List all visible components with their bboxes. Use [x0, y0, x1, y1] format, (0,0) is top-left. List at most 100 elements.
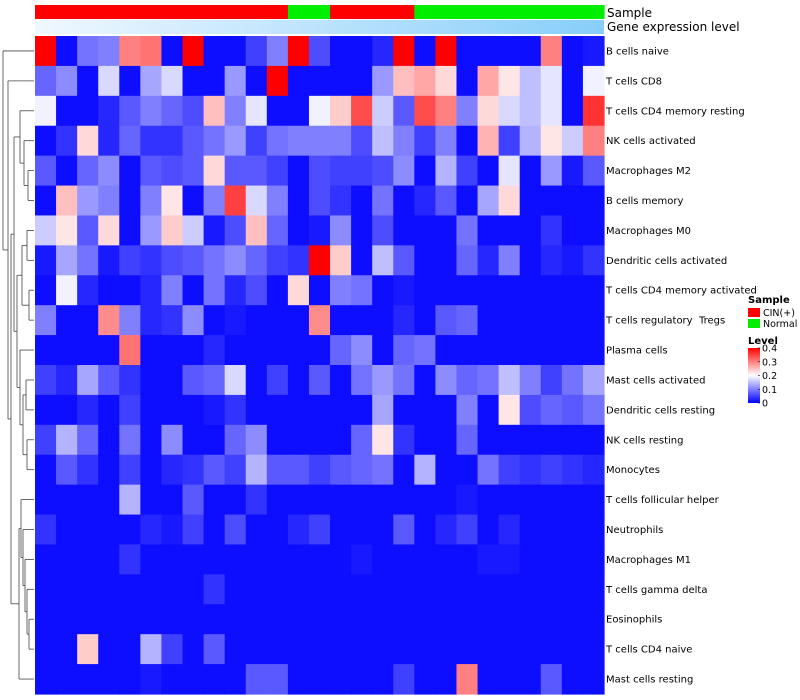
heatmap-cell: [161, 394, 184, 426]
heatmap-cell: [35, 155, 57, 187]
heatmap-cell: [203, 305, 226, 336]
heatmap-cell: [35, 305, 57, 336]
heatmap-cell: [203, 664, 226, 695]
heatmap-cell: [161, 155, 184, 187]
row-label: Plasma cells: [606, 346, 668, 357]
heatmap-cell: [519, 275, 542, 306]
heatmap-cell: [161, 215, 184, 246]
heatmap-cell: [456, 394, 479, 426]
heatmap-cell: [414, 604, 436, 635]
heatmap-cell: [140, 484, 163, 516]
heatmap-cell: [308, 335, 331, 366]
sample-annotation-cell: [140, 5, 163, 19]
heatmap-cell: [56, 215, 78, 246]
sample-annotation-cell: [35, 5, 57, 19]
heatmap-cell: [182, 604, 205, 635]
heatmap-cell: [287, 305, 310, 336]
heatmap-cell: [266, 664, 289, 695]
heatmap-cell: [98, 514, 120, 546]
heatmap-cell: [519, 36, 542, 67]
heatmap-cell: [266, 275, 289, 306]
heatmap-cell: [435, 185, 458, 217]
heatmap-cell: [245, 245, 268, 276]
heatmap-cell: [477, 514, 500, 546]
heatmap-cell: [182, 574, 205, 605]
row-label: Dendritic cells resting: [606, 405, 715, 416]
heatmap-cell: [35, 65, 57, 97]
heatmap-cell: [266, 424, 289, 456]
heatmap-cell: [182, 424, 205, 456]
heatmap-cell: [77, 215, 99, 246]
heatmap-cell: [56, 305, 78, 336]
heatmap-cell: [266, 454, 289, 486]
row-label: B cells naive: [606, 46, 669, 57]
heatmap-cell: [77, 305, 99, 336]
heatmap-cell: [582, 634, 605, 665]
heatmap-cell: [393, 574, 415, 605]
row-label: Monocytes: [606, 465, 660, 476]
heatmap-cell: [351, 185, 373, 217]
heatmap-cell: [456, 36, 479, 67]
heatmap-cell: [435, 335, 458, 366]
heatmap-cell: [477, 544, 500, 575]
heatmap-cell: [161, 574, 184, 605]
heatmap-cell: [351, 484, 373, 516]
heatmap-cell: [540, 634, 563, 665]
heatmap-cell: [330, 65, 352, 97]
heatmap-cell: [308, 424, 331, 456]
heatmap-cell: [98, 604, 120, 635]
heatmap-cell: [77, 424, 99, 456]
heatmap-cell: [161, 664, 184, 695]
heatmap-cell: [477, 95, 500, 127]
heatmap-cell: [98, 634, 120, 665]
heatmap-cell: [308, 95, 331, 127]
heatmap-cell: [224, 484, 247, 516]
heatmap-cell: [182, 275, 205, 306]
heatmap-cell: [498, 305, 521, 336]
heatmap-cell: [161, 454, 184, 486]
heatmap-cell: [161, 514, 184, 546]
heatmap-cell: [393, 484, 415, 516]
heatmap-cell: [477, 335, 500, 366]
heatmap-cell: [477, 365, 500, 396]
heatmap-cell: [330, 36, 352, 67]
row-label: T cells CD4 naive: [605, 645, 692, 656]
heatmap-cell: [435, 574, 458, 605]
heatmap-cell: [224, 424, 247, 456]
heatmap-cell: [77, 65, 99, 97]
row-labels: B cells naive T cells CD8 T cells CD4 memo…: [605, 46, 757, 685]
heatmap-cell: [330, 185, 352, 217]
heatmap-cell: [77, 245, 99, 276]
heatmap-cell: [245, 305, 268, 336]
heatmap-cell: [119, 275, 141, 306]
expression-annotation-label: Gene expression level: [607, 20, 740, 34]
heatmap-cell: [372, 484, 394, 516]
heatmap-cell: [519, 394, 542, 426]
heatmap-cell: [119, 95, 141, 127]
heatmap-cell: [287, 424, 310, 456]
heatmap-cell: [119, 245, 141, 276]
heatmap-cell: [224, 125, 247, 157]
heatmap-cell: [330, 335, 352, 366]
heatmap-cell: [582, 454, 605, 486]
heatmap-cell: [498, 424, 521, 456]
heatmap-cell: [330, 125, 352, 157]
heatmap-cell: [224, 634, 247, 665]
heatmap-cell: [308, 574, 331, 605]
row-label: T cells regulatory Tregs: [605, 316, 725, 327]
heatmap-cell: [477, 634, 500, 665]
heatmap-cell: [245, 544, 268, 575]
heatmap-cell: [161, 125, 184, 157]
heatmap-cell: [161, 484, 184, 516]
heatmap-cell: [203, 484, 226, 516]
sample-annotation-cell: [498, 5, 521, 19]
heatmap-cell: [519, 335, 542, 366]
sample-annotation-cell: [540, 5, 563, 19]
heatmap-cell: [161, 36, 184, 67]
heatmap-cell: [266, 155, 289, 187]
heatmap-cell: [98, 394, 120, 426]
heatmap-cell: [519, 634, 542, 665]
heatmap-cell: [77, 36, 99, 67]
expression-annotation-bar: [35, 20, 604, 34]
heatmap-cell: [435, 65, 458, 97]
